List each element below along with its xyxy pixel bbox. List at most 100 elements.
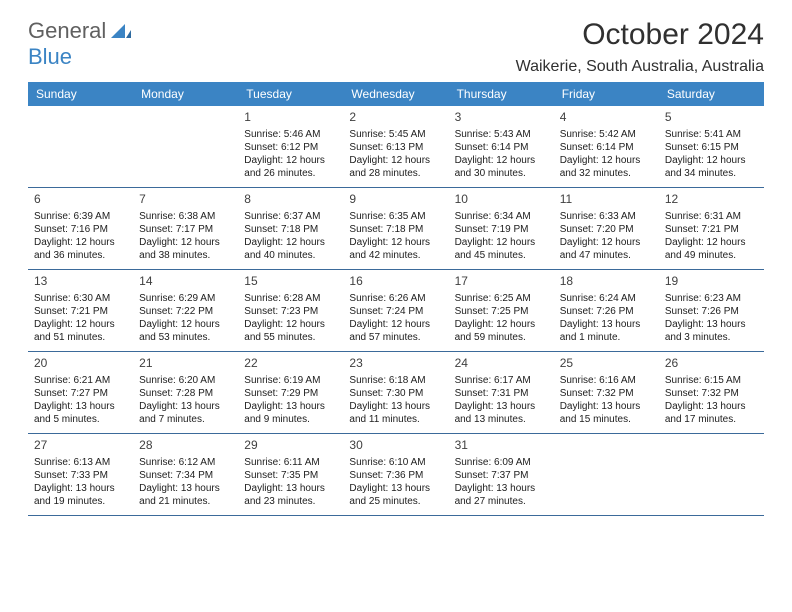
daylight-line2: and 5 minutes. <box>34 413 127 426</box>
sunset-text: Sunset: 7:26 PM <box>560 305 653 318</box>
day-number: 14 <box>139 274 232 290</box>
daylight-line2: and 21 minutes. <box>139 495 232 508</box>
day-number: 1 <box>244 110 337 126</box>
sunrise-text: Sunrise: 5:46 AM <box>244 128 337 141</box>
sunrise-text: Sunrise: 6:15 AM <box>665 374 758 387</box>
day-number: 16 <box>349 274 442 290</box>
calendar-cell: 5Sunrise: 5:41 AMSunset: 6:15 PMDaylight… <box>659 106 764 188</box>
daylight-line2: and 17 minutes. <box>665 413 758 426</box>
day-number: 8 <box>244 192 337 208</box>
calendar-cell: 29Sunrise: 6:11 AMSunset: 7:35 PMDayligh… <box>238 434 343 516</box>
day-number: 23 <box>349 356 442 372</box>
calendar-cell-empty <box>554 434 659 516</box>
sunset-text: Sunset: 7:27 PM <box>34 387 127 400</box>
day-number: 21 <box>139 356 232 372</box>
sunset-text: Sunset: 7:22 PM <box>139 305 232 318</box>
sunset-text: Sunset: 7:36 PM <box>349 469 442 482</box>
daylight-line1: Daylight: 12 hours <box>665 236 758 249</box>
dayname-thursday: Thursday <box>449 82 554 106</box>
daylight-line2: and 42 minutes. <box>349 249 442 262</box>
calendar-cell-empty <box>659 434 764 516</box>
daylight-line1: Daylight: 12 hours <box>139 236 232 249</box>
sunset-text: Sunset: 7:18 PM <box>349 223 442 236</box>
daylight-line2: and 36 minutes. <box>34 249 127 262</box>
sunset-text: Sunset: 6:14 PM <box>560 141 653 154</box>
daylight-line2: and 51 minutes. <box>34 331 127 344</box>
sunset-text: Sunset: 6:15 PM <box>665 141 758 154</box>
calendar-cell: 16Sunrise: 6:26 AMSunset: 7:24 PMDayligh… <box>343 270 448 352</box>
sunrise-text: Sunrise: 6:30 AM <box>34 292 127 305</box>
daylight-line2: and 23 minutes. <box>244 495 337 508</box>
daylight-line1: Daylight: 13 hours <box>665 318 758 331</box>
calendar-cell: 21Sunrise: 6:20 AMSunset: 7:28 PMDayligh… <box>133 352 238 434</box>
sunrise-text: Sunrise: 6:10 AM <box>349 456 442 469</box>
calendar-cell: 24Sunrise: 6:17 AMSunset: 7:31 PMDayligh… <box>449 352 554 434</box>
calendar-cell: 22 Sunrise: 6:19 AMSunset: 7:29 PMDayligh… <box>238 352 343 434</box>
daylight-line1: Daylight: 13 hours <box>139 482 232 495</box>
calendar-cell: 28Sunrise: 6:12 AMSunset: 7:34 PMDayligh… <box>133 434 238 516</box>
sunrise-text: Sunrise: 5:42 AM <box>560 128 653 141</box>
sunset-text: Sunset: 7:34 PM <box>139 469 232 482</box>
sunrise-text: Sunrise: 5:41 AM <box>665 128 758 141</box>
sunset-text: Sunset: 6:13 PM <box>349 141 442 154</box>
sunrise-text: Sunrise: 6:19 AM <box>244 374 337 387</box>
day-number: 13 <box>34 274 127 290</box>
sunset-text: Sunset: 7:29 PM <box>244 387 337 400</box>
day-number: 3 <box>455 110 548 126</box>
calendar-cell: 25Sunrise: 6:16 AMSunset: 7:32 PMDayligh… <box>554 352 659 434</box>
daylight-line1: Daylight: 12 hours <box>34 318 127 331</box>
daylight-line2: and 34 minutes. <box>665 167 758 180</box>
sunrise-text: Sunrise: 6:11 AM <box>244 456 337 469</box>
sunrise-text: Sunrise: 6:20 AM <box>139 374 232 387</box>
daylight-line1: Daylight: 12 hours <box>139 318 232 331</box>
daylight-line2: and 32 minutes. <box>560 167 653 180</box>
calendar-cell: 14 Sunrise: 6:29 AMSunset: 7:22 PMDayligh… <box>133 270 238 352</box>
sunset-text: Sunset: 7:17 PM <box>139 223 232 236</box>
daylight-line1: Daylight: 13 hours <box>34 482 127 495</box>
sunset-text: Sunset: 7:33 PM <box>34 469 127 482</box>
sunset-text: Sunset: 7:35 PM <box>244 469 337 482</box>
sunrise-text: Sunrise: 6:31 AM <box>665 210 758 223</box>
sunset-text: Sunset: 7:18 PM <box>244 223 337 236</box>
daylight-line2: and 7 minutes. <box>139 413 232 426</box>
day-number: 17 <box>455 274 548 290</box>
sunset-text: Sunset: 7:37 PM <box>455 469 548 482</box>
sunrise-text: Sunrise: 6:29 AM <box>139 292 232 305</box>
sunset-text: Sunset: 7:32 PM <box>665 387 758 400</box>
calendar-cell: 4 Sunrise: 5:42 AMSunset: 6:14 PMDaylight… <box>554 106 659 188</box>
logo: General Blue <box>28 18 131 70</box>
day-number: 29 <box>244 438 337 454</box>
day-number: 22 <box>244 356 337 372</box>
sunset-text: Sunset: 7:26 PM <box>665 305 758 318</box>
day-number: 7 <box>139 192 232 208</box>
sunrise-text: Sunrise: 6:16 AM <box>560 374 653 387</box>
daylight-line1: Daylight: 12 hours <box>244 154 337 167</box>
daylight-line1: Daylight: 12 hours <box>560 236 653 249</box>
sunrise-text: Sunrise: 6:38 AM <box>139 210 232 223</box>
daylight-line1: Daylight: 12 hours <box>244 236 337 249</box>
daylight-line2: and 9 minutes. <box>244 413 337 426</box>
day-number: 4 <box>560 110 653 126</box>
daylight-line2: and 45 minutes. <box>455 249 548 262</box>
daylight-line2: and 26 minutes. <box>244 167 337 180</box>
daylight-line1: Daylight: 13 hours <box>244 400 337 413</box>
sunrise-text: Sunrise: 6:23 AM <box>665 292 758 305</box>
sunset-text: Sunset: 6:14 PM <box>455 141 548 154</box>
day-number: 18 <box>560 274 653 290</box>
dayname-friday: Friday <box>554 82 659 106</box>
logo-part1: General <box>28 18 106 43</box>
logo-sail-icon <box>111 24 131 38</box>
daylight-line1: Daylight: 12 hours <box>560 154 653 167</box>
daylight-line2: and 19 minutes. <box>34 495 127 508</box>
day-number: 25 <box>560 356 653 372</box>
daylight-line1: Daylight: 13 hours <box>560 318 653 331</box>
daylight-line1: Daylight: 12 hours <box>665 154 758 167</box>
sunset-text: Sunset: 7:28 PM <box>139 387 232 400</box>
calendar-cell: 27Sunrise: 6:13 AMSunset: 7:33 PMDayligh… <box>28 434 133 516</box>
calendar-cell: 17Sunrise: 6:25 AMSunset: 7:25 PMDayligh… <box>449 270 554 352</box>
daylight-line2: and 49 minutes. <box>665 249 758 262</box>
daylight-line1: Daylight: 13 hours <box>349 482 442 495</box>
sunrise-text: Sunrise: 6:26 AM <box>349 292 442 305</box>
sunrise-text: Sunrise: 6:28 AM <box>244 292 337 305</box>
daylight-line1: Daylight: 13 hours <box>665 400 758 413</box>
